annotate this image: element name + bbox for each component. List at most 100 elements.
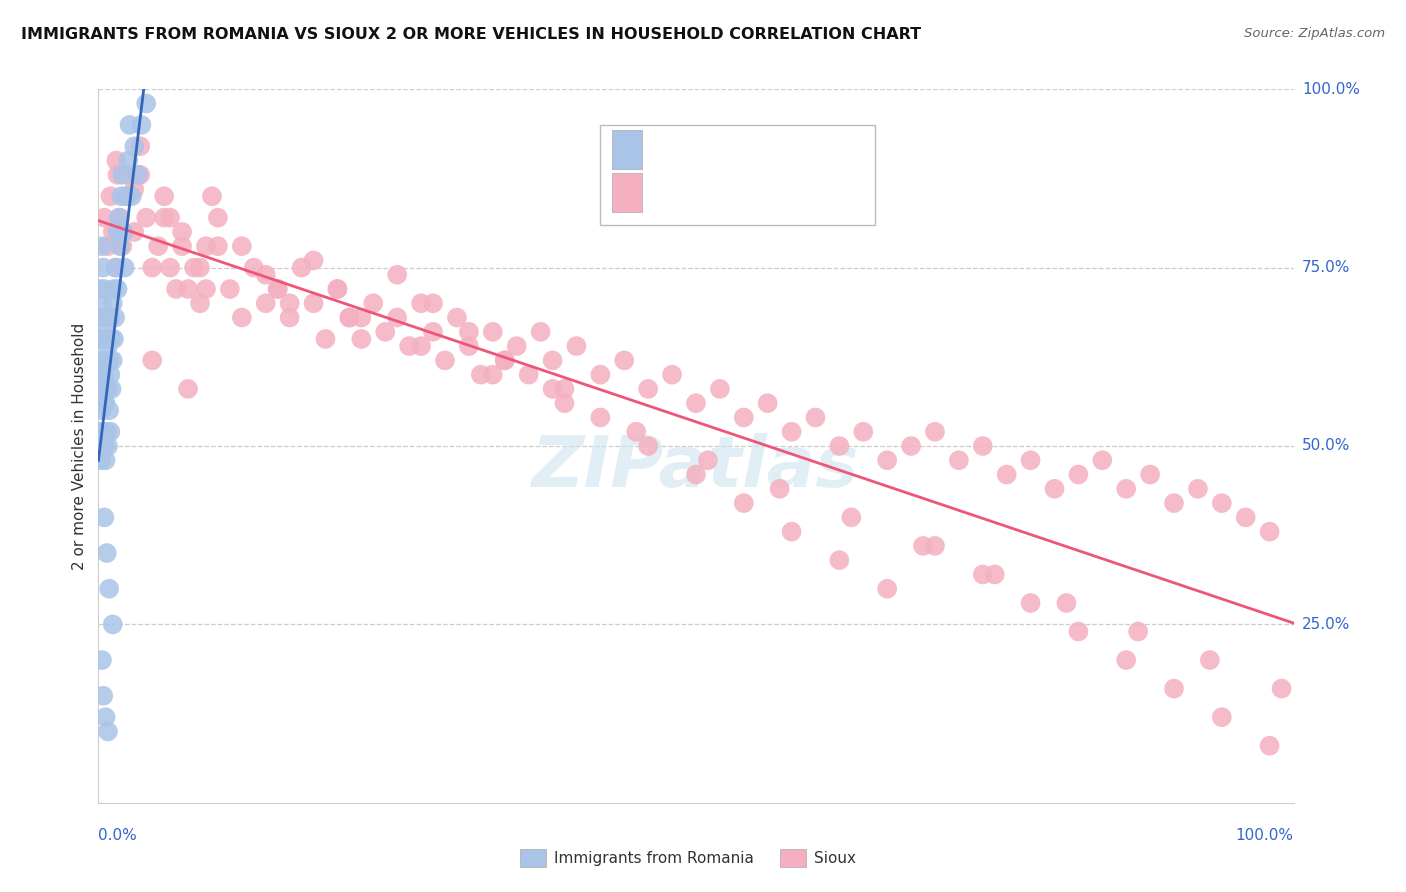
Point: [101, 617, 124, 632]
Point: [494, 353, 516, 368]
Point: [124, 139, 146, 153]
Point: [117, 189, 139, 203]
Point: [98, 353, 121, 368]
Point: [183, 260, 205, 275]
Point: [177, 382, 200, 396]
Text: 25.0%: 25.0%: [1302, 617, 1350, 632]
Point: [530, 325, 553, 339]
Point: [117, 153, 139, 168]
FancyBboxPatch shape: [613, 130, 643, 169]
Point: [374, 325, 396, 339]
Point: [94, 710, 117, 724]
Point: [115, 189, 138, 203]
Point: [94, 396, 117, 410]
Point: [97, 239, 120, 253]
Point: [780, 524, 803, 539]
Point: [97, 439, 120, 453]
Text: 50.0%: 50.0%: [1302, 439, 1350, 453]
Point: [804, 410, 827, 425]
Point: [124, 182, 146, 196]
Point: [506, 339, 529, 353]
Point: [1019, 453, 1042, 467]
Point: [93, 368, 115, 382]
Point: [1211, 710, 1233, 724]
Point: [1258, 739, 1281, 753]
Point: [207, 211, 229, 225]
Point: [231, 239, 253, 253]
Point: [685, 396, 707, 410]
Point: [177, 282, 200, 296]
Point: [780, 425, 803, 439]
Point: [94, 453, 117, 467]
Point: [434, 353, 457, 368]
Point: [339, 310, 361, 325]
Point: [326, 282, 349, 296]
Point: [267, 282, 290, 296]
Point: [984, 567, 1007, 582]
Point: [108, 211, 131, 225]
Point: [697, 453, 720, 467]
Point: [219, 282, 242, 296]
Point: [828, 553, 851, 567]
Point: [93, 282, 115, 296]
Point: [1234, 510, 1257, 524]
Point: [589, 368, 612, 382]
FancyBboxPatch shape: [613, 173, 643, 212]
Point: [91, 368, 114, 382]
Point: [172, 225, 194, 239]
Point: [1067, 467, 1090, 482]
Point: [517, 368, 540, 382]
Point: [350, 332, 373, 346]
Point: [103, 332, 125, 346]
Point: [1019, 596, 1042, 610]
Point: [554, 382, 576, 396]
Point: [131, 118, 153, 132]
Point: [924, 539, 946, 553]
Point: [90, 332, 112, 346]
Point: [97, 724, 120, 739]
Text: Sioux: Sioux: [814, 851, 856, 865]
Point: [153, 189, 176, 203]
Point: [1043, 482, 1066, 496]
Point: [90, 282, 112, 296]
Point: [1271, 681, 1294, 696]
Point: [96, 332, 118, 346]
Point: [107, 168, 129, 182]
Point: [458, 339, 481, 353]
FancyBboxPatch shape: [600, 125, 876, 225]
Text: R =  0.364   N =  68: R = 0.364 N = 68: [657, 141, 824, 159]
Text: 100.0%: 100.0%: [1236, 828, 1294, 843]
Point: [709, 382, 731, 396]
Point: [91, 403, 114, 417]
Point: [94, 310, 117, 325]
Point: [124, 225, 146, 239]
Point: [302, 253, 325, 268]
Point: [554, 396, 576, 410]
Text: 0.0%: 0.0%: [98, 828, 138, 843]
Point: [103, 282, 125, 296]
Point: [111, 239, 134, 253]
Point: [385, 268, 409, 282]
Point: [91, 353, 114, 368]
Point: [107, 225, 129, 239]
Point: [470, 368, 492, 382]
Point: [541, 353, 564, 368]
Point: [1199, 653, 1222, 667]
Point: [398, 339, 420, 353]
Point: [278, 310, 301, 325]
Point: [481, 368, 505, 382]
Point: [101, 296, 124, 310]
Point: [900, 439, 922, 453]
Point: [141, 353, 163, 368]
Point: [911, 539, 934, 553]
Point: [626, 425, 648, 439]
Point: [165, 282, 187, 296]
Point: [127, 168, 149, 182]
Point: [733, 496, 755, 510]
Point: [243, 260, 266, 275]
Point: [195, 282, 218, 296]
Point: [207, 239, 229, 253]
Point: [96, 382, 118, 396]
Point: [1115, 482, 1137, 496]
Point: [98, 310, 122, 325]
